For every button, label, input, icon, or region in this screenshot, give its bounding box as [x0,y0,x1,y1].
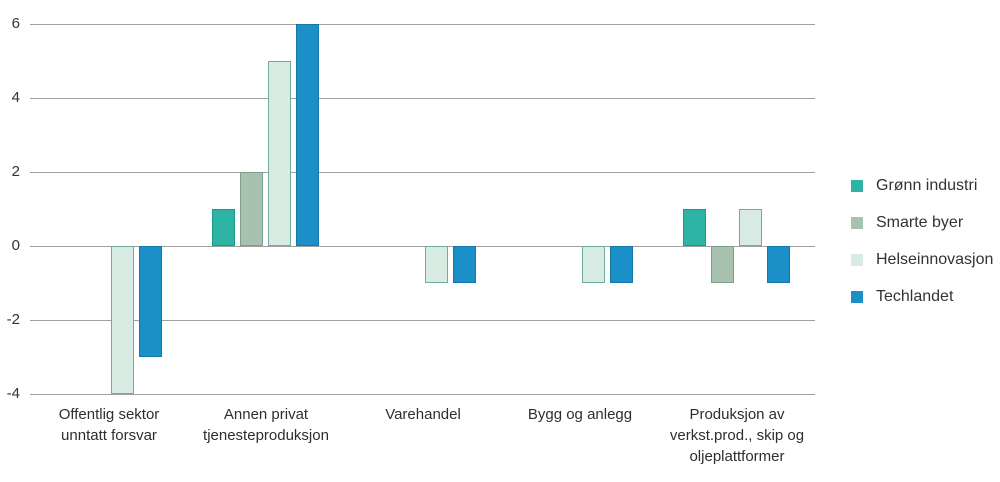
bar-techlandet-varehandel [453,246,476,283]
legend-item-grønn-industri: Grønn industri [851,167,993,204]
legend-swatch-icon [851,216,863,229]
gridline-y--4 [30,394,815,395]
bar-smarte-byer-annen-privat-tjenestepro [240,172,263,246]
y-tick-label-6: 6 [11,15,20,32]
x-category-label-line: oljeplattformer [689,448,785,465]
bar-techlandet-offentlig-sektor-unntatt [139,246,162,357]
legend-swatch-icon [851,290,863,303]
y-tick-label-0: 0 [11,237,20,254]
legend-label: Smarte byer [876,213,964,231]
legend-item-helseinnovasjon: Helseinnovasjon [851,241,993,278]
gridline-y-2 [30,172,815,173]
y-tick-label-2: 2 [11,163,20,180]
bar-grønn-industri-annen-privat-tjenestepro [212,209,235,246]
x-category-label-line: Produksjon av [689,406,785,423]
bar-techlandet-bygg-og-anlegg [610,246,633,283]
legend-swatch-icon [851,253,863,266]
x-category-label-varehandel: Varehandel [338,404,508,425]
bar-techlandet-annen-privat-tjenestepro [296,24,319,246]
legend-item-smarte-byer: Smarte byer [851,204,993,241]
gridline-y-6 [30,24,815,25]
y-tick-label--2: -2 [6,311,20,328]
bar-grønn-industri-produksjon-av-verkst-pro [683,209,706,246]
y-tick-label--4: -4 [6,385,20,402]
legend-label: Techlandet [876,287,954,305]
legend-label: Helseinnovasjon [876,250,994,268]
legend: Grønn industri Smarte byer Helseinnovasjon… [851,167,993,315]
bar-smarte-byer-produksjon-av-verkst-pro [711,246,734,283]
legend-item-techlandet: Techlandet [851,278,993,315]
gridline-y-4 [30,98,815,99]
x-category-label-line: Bygg og anlegg [527,406,633,423]
x-category-label-annen-privat-tjenestepro: Annen privat tjenesteproduksjon [181,404,351,446]
legend-label: Grønn industri [876,176,978,194]
y-tick-label-4: 4 [11,89,20,106]
legend-swatch-icon [851,179,863,192]
bar-helseinnovasjon-offentlig-sektor-unntatt [111,246,134,394]
bar-helseinnovasjon-varehandel [425,246,448,283]
gridline-y--2 [30,320,815,321]
gridline-y-0 [30,246,815,247]
bar-helseinnovasjon-produksjon-av-verkst-pro [739,209,762,246]
x-category-label-line: Offentlig sektor [58,406,160,423]
x-category-label-line: verkst.prod., skip og [669,427,805,444]
x-category-label-line: unntatt forsvar [61,427,157,444]
x-category-label-line: Varehandel [385,406,461,423]
x-category-label-produksjon-av-verkst-pro: Produksjon av verkst.prod., skip og oljepl… [652,404,822,467]
x-category-label-bygg-og-anlegg: Bygg og anlegg [495,404,665,425]
bar-helseinnovasjon-bygg-og-anlegg [582,246,605,283]
bar-helseinnovasjon-annen-privat-tjenestepro [268,61,291,246]
x-category-label-line: Annen privat [223,406,309,423]
bar-techlandet-produksjon-av-verkst-pro [767,246,790,283]
x-category-label-line: tjenesteproduksjon [203,427,329,444]
x-category-label-offentlig-sektor-unntatt: Offentlig sektor unntatt forsvar [24,404,194,446]
